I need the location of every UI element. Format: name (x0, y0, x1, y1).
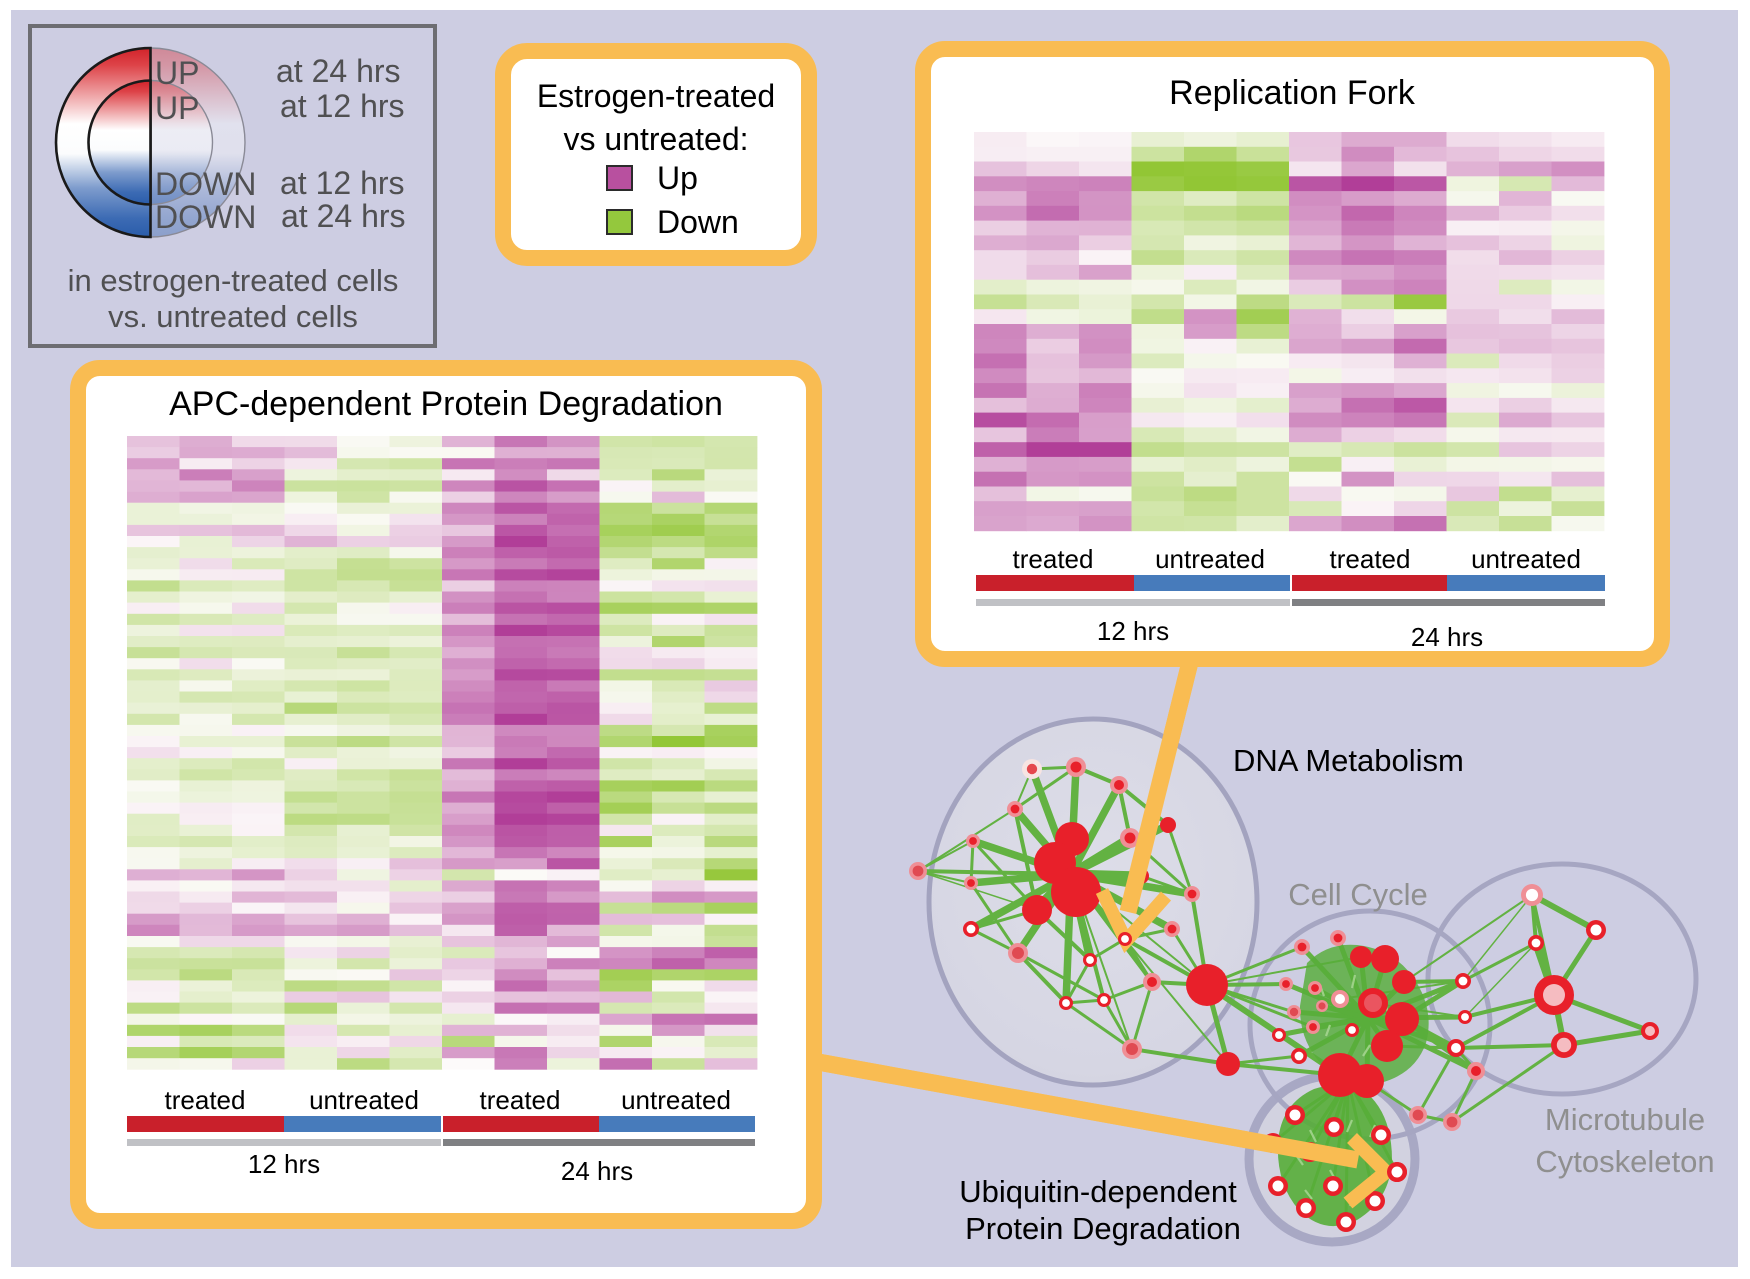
svg-text:UP: UP (155, 55, 199, 91)
svg-text:DOWN: DOWN (155, 166, 256, 202)
svg-text:at 12 hrs: at 12 hrs (280, 88, 405, 124)
svg-text:Ubiquitin-dependent: Ubiquitin-dependent (959, 1174, 1237, 1209)
svg-text:12 hrs: 12 hrs (1097, 616, 1169, 646)
svg-text:Estrogen-treated: Estrogen-treated (537, 78, 775, 114)
svg-text:untreated: untreated (621, 1085, 731, 1115)
svg-text:Replication Fork: Replication Fork (1169, 74, 1416, 112)
svg-text:DNA Metabolism: DNA Metabolism (1233, 743, 1464, 778)
svg-text:treated: treated (480, 1085, 561, 1115)
svg-text:untreated: untreated (1471, 544, 1581, 574)
svg-text:untreated: untreated (1155, 544, 1265, 574)
svg-text:treated: treated (1330, 544, 1411, 574)
svg-text:vs untreated:: vs untreated: (564, 121, 749, 157)
svg-text:treated: treated (165, 1085, 246, 1115)
svg-text:DOWN: DOWN (155, 199, 256, 235)
svg-text:treated: treated (1013, 544, 1094, 574)
svg-text:at 24 hrs: at 24 hrs (276, 53, 401, 89)
svg-text:24 hrs: 24 hrs (561, 1156, 633, 1186)
svg-text:Cytoskeleton: Cytoskeleton (1535, 1144, 1714, 1179)
svg-text:APC-dependent Protein Degradat: APC-dependent Protein Degradation (169, 385, 723, 423)
svg-text:vs. untreated cells: vs. untreated cells (108, 299, 358, 334)
svg-text:untreated: untreated (309, 1085, 419, 1115)
svg-text:UP: UP (155, 90, 199, 126)
svg-text:at 12 hrs: at 12 hrs (280, 165, 405, 201)
svg-text:Cell Cycle: Cell Cycle (1288, 877, 1428, 912)
svg-text:Up: Up (657, 160, 698, 196)
svg-text:24 hrs: 24 hrs (1411, 622, 1483, 652)
svg-text:Protein Degradation: Protein Degradation (965, 1211, 1241, 1246)
svg-text:in estrogen-treated cells: in estrogen-treated cells (68, 263, 399, 298)
svg-text:12 hrs: 12 hrs (248, 1149, 320, 1179)
svg-text:Microtubule: Microtubule (1545, 1102, 1705, 1137)
svg-text:Down: Down (657, 204, 739, 240)
svg-text:at 24 hrs: at 24 hrs (281, 198, 406, 234)
